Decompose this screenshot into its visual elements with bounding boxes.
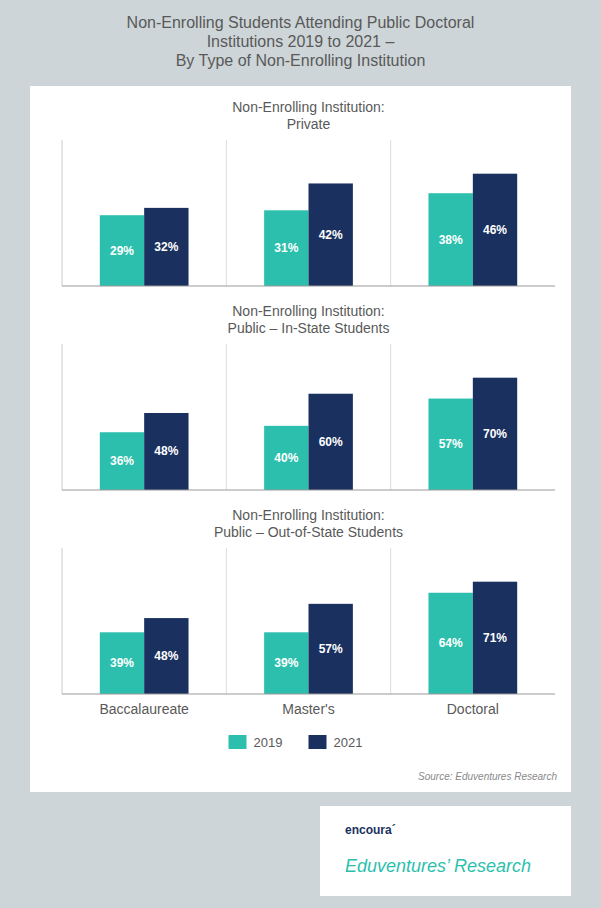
text-line: Private (287, 116, 331, 132)
x-tick-label: Master's (282, 701, 334, 717)
chart-canvas: Non-Enrolling Students Attending Public … (0, 0, 601, 908)
logo-box (320, 806, 571, 896)
bar: 2021: 48% (144, 618, 188, 694)
bars: 2019: 29% 2019: 31% 2019: 38% 2021: 32% 2021… (100, 174, 517, 286)
text-line: Institutions 2019 to 2021 – (207, 33, 395, 50)
legend-swatch (309, 735, 327, 749)
text-line: Non-Enrolling Students Attending Public … (127, 14, 475, 31)
bars: 2019: 36% 2019: 40% 2019: 57% 2021: 48% 2021… (100, 378, 517, 490)
data-label: 48% (154, 444, 178, 458)
bar: 2021: 71% (473, 582, 517, 694)
x-tick-label: Doctoral (447, 701, 499, 717)
bar: 2019: 40% (264, 426, 308, 490)
data-label: 46% (483, 223, 507, 237)
bar: 2021: 32% (144, 208, 188, 286)
logo-text: Eduventures’ Research (345, 856, 531, 876)
data-label: 42% (319, 228, 343, 242)
y-axis-line (62, 344, 63, 490)
bar-chart: Non-Enrolling Institution:Public – In-St… (62, 303, 555, 490)
group-divider (226, 140, 227, 286)
data-label: 64% (439, 636, 463, 650)
data-label: 29% (110, 244, 134, 258)
x-axis-line (62, 694, 555, 695)
text-line: By Type of Non-Enrolling Institution (176, 52, 426, 69)
bar: 2019: 38% (428, 193, 472, 286)
background (0, 0, 601, 908)
text-line: Non-Enrolling Institution: (232, 99, 385, 115)
bar: 2021: 70% (473, 378, 517, 490)
bar: 2019: 29% (100, 215, 144, 286)
bar: 2021: 60% (309, 394, 353, 490)
bar: 2019: 57% (428, 399, 472, 490)
bar: 2019: 36% (100, 432, 144, 490)
panel (30, 86, 571, 792)
data-labels: 29% 31% 38% 32% 42% 46% (110, 223, 507, 258)
data-label: 40% (274, 451, 298, 465)
data-label: 57% (439, 437, 463, 451)
bar-chart: Non-Enrolling Institution:Private 2019: 2… (62, 99, 555, 286)
text-line: Public – Out-of-State Students (214, 524, 403, 540)
text-line: Public – In-State Students (228, 320, 390, 336)
subtitle: Non-Enrolling Institution:Public – Out-o… (214, 507, 403, 540)
group-divider (390, 548, 391, 694)
data-label: 38% (439, 233, 463, 247)
bar: 2021: 48% (144, 413, 188, 490)
data-label: 70% (483, 427, 507, 441)
bar: 2019: 31% (264, 210, 308, 286)
source-note: Source: Eduventures Research (418, 771, 557, 782)
bar: 2021: 57% (309, 604, 353, 694)
legend: 2019 2021 (229, 735, 363, 750)
y-axis-line (62, 548, 63, 694)
bar: 2021: 46% (473, 174, 517, 286)
group-divider (390, 344, 391, 490)
x-axis-line (62, 490, 555, 491)
x-tick-label: Baccalaureate (99, 701, 189, 717)
subtitle: Non-Enrolling Institution:Public – In-St… (228, 303, 390, 336)
group-divider (226, 548, 227, 694)
data-label: 71% (483, 631, 507, 645)
legend-swatch (229, 735, 247, 749)
data-labels: 36% 40% 57% 48% 60% 70% (110, 427, 507, 468)
x-axis-line (62, 286, 555, 287)
y-axis-line (62, 140, 63, 286)
bar: 2019: 64% (428, 593, 472, 694)
data-label: 32% (154, 240, 178, 254)
data-label: 36% (110, 454, 134, 468)
logo-text: encoura´ (345, 823, 396, 837)
data-label: 57% (319, 642, 343, 656)
data-label: 60% (319, 435, 343, 449)
legend-label: 2019 (254, 735, 283, 750)
legend-label: 2021 (334, 735, 363, 750)
data-label: 39% (110, 656, 134, 670)
group-divider (390, 140, 391, 286)
data-labels: 39% 39% 64% 48% 57% 71% (110, 631, 507, 670)
bar: 2019: 39% (264, 632, 308, 694)
subtitle: Non-Enrolling Institution:Private (232, 99, 385, 132)
text-line: Non-Enrolling Institution: (232, 507, 385, 523)
bar: 2019: 39% (100, 632, 144, 694)
data-label: 31% (274, 241, 298, 255)
chart-title: Non-Enrolling Students Attending Public … (127, 14, 475, 69)
bars: 2019: 39% 2019: 39% 2019: 64% 2021: 48% 2021… (100, 582, 517, 694)
text-line: Non-Enrolling Institution: (232, 303, 385, 319)
bar: 2021: 42% (309, 183, 353, 286)
bar-chart: Non-Enrolling Institution:Public – Out-o… (62, 507, 555, 717)
group-divider (226, 344, 227, 490)
data-label: 39% (274, 656, 298, 670)
data-label: 48% (154, 649, 178, 663)
